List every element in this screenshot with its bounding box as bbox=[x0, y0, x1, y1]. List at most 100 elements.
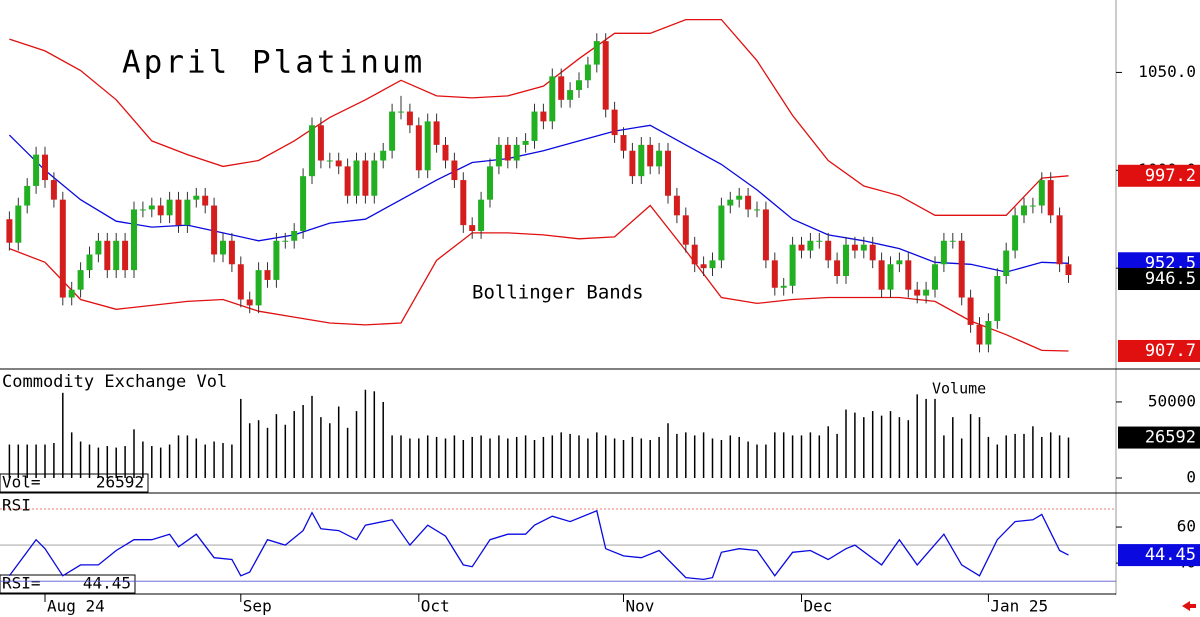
x-tick-label: Nov bbox=[626, 597, 655, 616]
candle-body bbox=[1012, 215, 1019, 251]
pane-title: RSI bbox=[2, 496, 31, 515]
x-tick-label: Jan 25 bbox=[990, 597, 1048, 616]
candle-body bbox=[362, 160, 369, 196]
candle-body bbox=[220, 240, 226, 255]
candle-body bbox=[638, 144, 645, 177]
last-value-label: 946.5 bbox=[1145, 269, 1196, 289]
candle-body bbox=[851, 244, 858, 251]
candle-body bbox=[932, 264, 938, 290]
candle-body bbox=[780, 285, 787, 288]
readout-value: 44.45 bbox=[83, 574, 131, 593]
candle-body bbox=[353, 160, 360, 196]
candle-body bbox=[1003, 250, 1010, 276]
candle-body bbox=[77, 270, 84, 290]
candle-body bbox=[602, 41, 609, 110]
last-value-label: 997.2 bbox=[1145, 166, 1196, 186]
candle-body bbox=[825, 240, 832, 261]
candle-body bbox=[709, 260, 716, 269]
candle-body bbox=[745, 195, 752, 210]
candle-body bbox=[1065, 264, 1072, 276]
candle-body bbox=[1021, 205, 1027, 216]
last-value-label: 907.7 bbox=[1145, 341, 1196, 361]
candle-body bbox=[1056, 215, 1063, 265]
candle-body bbox=[905, 260, 912, 290]
candle-body bbox=[255, 270, 262, 306]
candle-body bbox=[157, 205, 164, 216]
candle-body bbox=[869, 244, 876, 261]
candle-body bbox=[282, 240, 289, 242]
candle-body bbox=[940, 240, 947, 265]
candle-body bbox=[985, 321, 992, 345]
candle-body bbox=[656, 150, 663, 167]
candle-body bbox=[896, 260, 903, 265]
candle-body bbox=[264, 270, 271, 280]
candle-body bbox=[317, 125, 324, 161]
candle-body bbox=[629, 150, 636, 177]
readout-label: Vol= bbox=[2, 473, 41, 492]
candle-body bbox=[344, 166, 351, 196]
candle-body bbox=[228, 240, 235, 265]
annotation: Bollinger Bands bbox=[472, 282, 644, 304]
candle-body bbox=[326, 160, 333, 162]
candle-body bbox=[673, 195, 680, 216]
readout-value: 26592 bbox=[96, 473, 144, 492]
candle-body bbox=[237, 264, 244, 300]
candle-body bbox=[691, 244, 698, 265]
candle-body bbox=[1029, 205, 1036, 207]
candle-body bbox=[113, 240, 120, 271]
candle-body bbox=[59, 199, 66, 298]
candle-body bbox=[166, 199, 173, 216]
candle-body bbox=[531, 111, 538, 141]
candle-body bbox=[300, 176, 307, 231]
candle-body bbox=[131, 209, 137, 271]
candle-body bbox=[540, 111, 547, 122]
candle-body bbox=[576, 80, 582, 91]
candle-body bbox=[843, 244, 849, 276]
candle-body bbox=[620, 135, 627, 151]
candle-body bbox=[424, 121, 431, 171]
candle-body bbox=[736, 195, 743, 200]
candle-body bbox=[647, 144, 654, 167]
candle-body bbox=[193, 195, 200, 200]
candle-body bbox=[513, 144, 520, 161]
candle-body bbox=[967, 297, 974, 325]
candle-body bbox=[976, 324, 983, 345]
candle-body bbox=[522, 140, 529, 145]
last-value-box bbox=[1118, 426, 1200, 449]
candle-body bbox=[433, 121, 440, 145]
readout-box bbox=[0, 473, 149, 493]
candle-body bbox=[469, 225, 476, 231]
x-tick-label: Dec bbox=[804, 597, 833, 616]
candle-body bbox=[202, 195, 209, 206]
candle-body bbox=[834, 260, 841, 276]
candle-body bbox=[487, 166, 493, 200]
candle-body bbox=[442, 144, 449, 161]
candle-body bbox=[148, 205, 155, 210]
band-lower bbox=[9, 204, 1069, 352]
candle-body bbox=[389, 111, 396, 151]
candle-body bbox=[95, 240, 102, 255]
y-tick-label: 60 bbox=[1177, 517, 1196, 536]
x-tick-label: Oct bbox=[421, 597, 450, 616]
candle-body bbox=[86, 254, 93, 271]
candle-body bbox=[860, 244, 867, 251]
candle-body bbox=[754, 209, 760, 211]
candle-body bbox=[816, 240, 823, 242]
candle-body bbox=[478, 199, 485, 231]
candle-body bbox=[184, 199, 191, 226]
chart-title: April Platinum bbox=[122, 45, 425, 81]
candle-body bbox=[246, 299, 253, 306]
last-value-box bbox=[1118, 164, 1200, 187]
candle-body bbox=[371, 160, 378, 196]
last-value-box bbox=[1118, 268, 1200, 291]
candle-body bbox=[567, 90, 574, 100]
pane-label: Volume bbox=[932, 380, 986, 398]
candle-body bbox=[923, 289, 930, 296]
candle-body bbox=[398, 111, 404, 113]
candle-body bbox=[718, 205, 725, 261]
candle-body bbox=[593, 41, 600, 65]
candle-body bbox=[949, 240, 956, 242]
candle-body bbox=[6, 219, 13, 243]
candle-body bbox=[807, 240, 814, 251]
candle-body bbox=[273, 240, 280, 280]
